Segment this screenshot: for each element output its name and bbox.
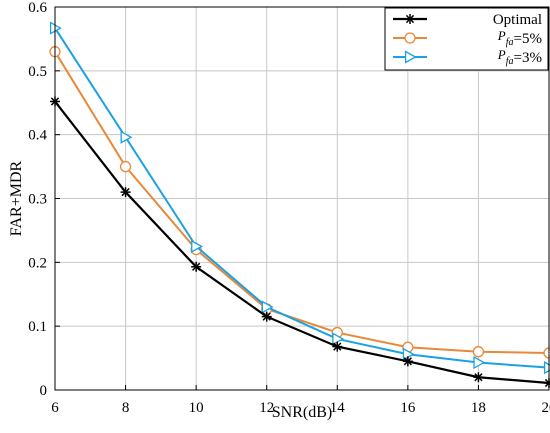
data-point	[120, 187, 131, 198]
legend-entry: Pfa=3%	[393, 47, 542, 67]
data-point	[473, 372, 484, 383]
axis-ticks: 6 8 10 12 14 16 18 20 0 0.1 0.2 0.3 0.4 0.5 0.6	[28, 0, 550, 416]
x-tick-label: 6	[51, 400, 59, 416]
x-axis-label: SNR(dB)	[272, 404, 332, 421]
grid-lines	[54, 6, 550, 391]
data-point	[261, 311, 272, 322]
x-tick-label: 12	[259, 400, 274, 416]
x-tick-label: 16	[400, 400, 416, 416]
series-line	[54, 51, 550, 354]
series-1	[49, 46, 550, 359]
series-layer	[49, 21, 550, 388]
data-point	[332, 341, 343, 352]
series-2	[49, 21, 550, 375]
x-tick-label: 10	[189, 400, 204, 416]
legend-label: Pfa=5%	[497, 28, 542, 48]
data-point	[120, 130, 133, 144]
y-tick-label: 0.5	[28, 64, 47, 80]
y-axis-label: FAR+MDR	[8, 160, 25, 236]
data-point	[402, 356, 413, 367]
data-point	[472, 346, 485, 358]
legend-marker	[405, 14, 415, 24]
data-point	[119, 160, 132, 173]
x-tick-label: 18	[471, 400, 486, 416]
y-tick-label: 0.1	[28, 319, 47, 335]
data-point	[261, 300, 274, 314]
data-point	[473, 355, 486, 370]
series-line	[54, 100, 550, 385]
legend-label: Optimal	[493, 12, 542, 28]
series-0	[50, 96, 550, 388]
data-point	[191, 261, 202, 272]
legend-entry: Pfa=5%	[393, 28, 542, 48]
data-point	[191, 239, 203, 253]
y-tick-label: 0	[40, 383, 48, 399]
data-point	[49, 21, 62, 35]
y-tick-label: 0.4	[28, 128, 47, 144]
legend-marker	[404, 50, 417, 64]
y-tick-label: 0.6	[28, 0, 47, 16]
x-tick-label: 14	[330, 400, 346, 416]
y-tick-label: 0.2	[28, 255, 47, 271]
x-tick-label: 20	[542, 400, 550, 416]
x-tick-label: 8	[122, 400, 130, 416]
y-tick-label: 0.3	[28, 192, 47, 208]
legend-entry: Optimal	[393, 12, 542, 28]
legend-label: Pfa=3%	[497, 47, 542, 67]
legend-marker	[404, 32, 416, 44]
series-line	[54, 27, 550, 369]
